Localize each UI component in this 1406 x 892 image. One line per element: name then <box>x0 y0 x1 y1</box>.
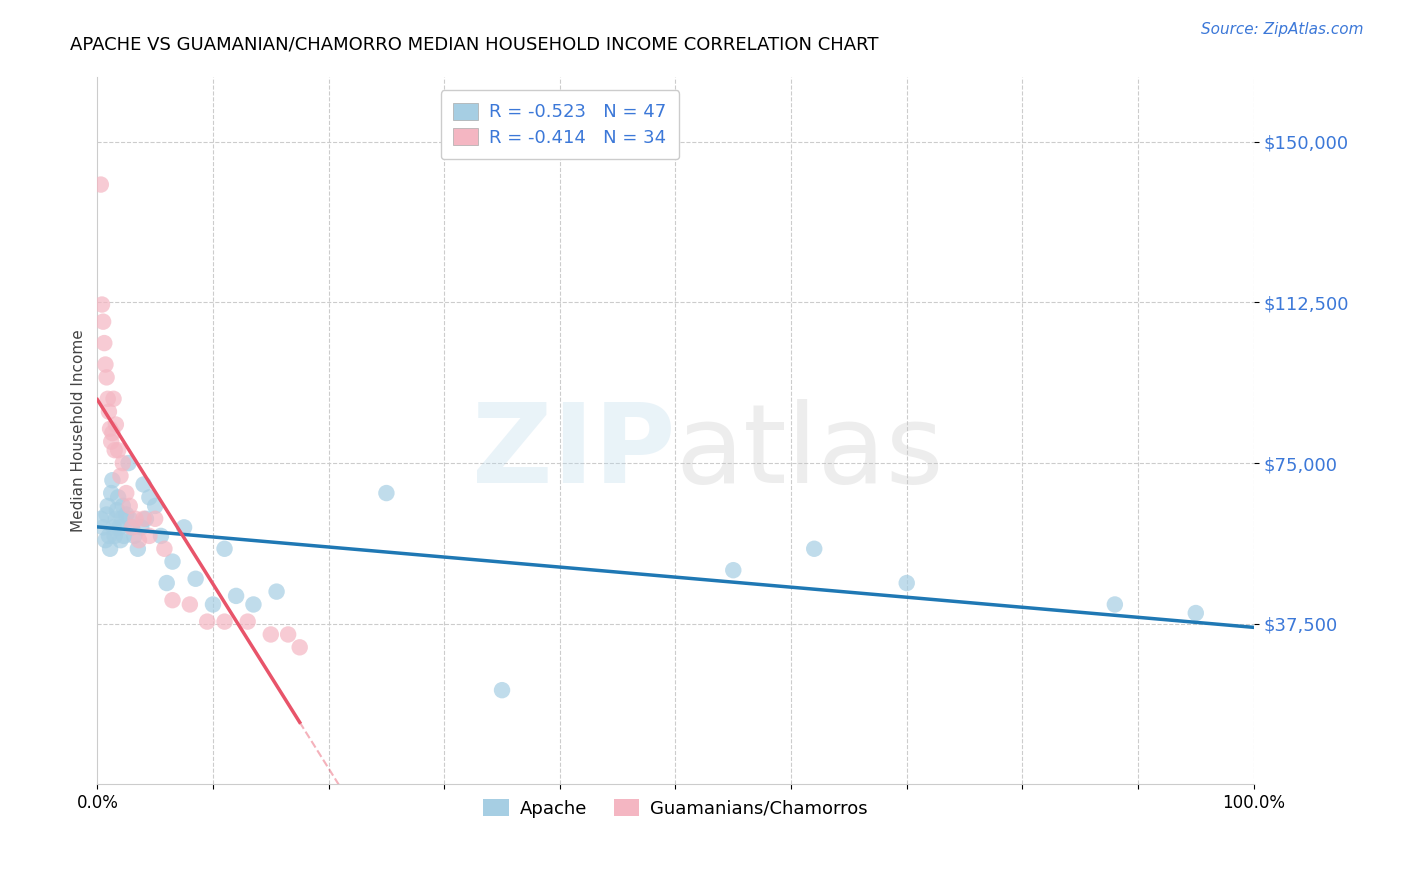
Point <box>260 627 283 641</box>
Point <box>112 529 135 543</box>
Point <box>103 392 125 406</box>
Point <box>132 477 155 491</box>
Point <box>162 555 184 569</box>
Text: atlas: atlas <box>675 399 943 506</box>
Point <box>121 520 143 534</box>
Point <box>104 529 127 543</box>
Point <box>173 520 195 534</box>
Point <box>127 541 149 556</box>
Point <box>111 512 134 526</box>
Point <box>91 315 114 329</box>
Legend: Apache, Guamanians/Chamorros: Apache, Guamanians/Chamorros <box>477 791 875 825</box>
Point <box>1184 606 1206 620</box>
Point <box>803 541 825 556</box>
Point <box>225 589 247 603</box>
Point <box>723 563 745 577</box>
Point <box>184 572 207 586</box>
Point <box>236 615 259 629</box>
Y-axis label: Median Household Income: Median Household Income <box>72 329 86 533</box>
Point <box>97 404 120 418</box>
Point <box>156 576 179 591</box>
Point <box>94 358 117 372</box>
Point <box>103 520 125 534</box>
Text: ZIP: ZIP <box>472 399 675 506</box>
Point <box>91 520 114 534</box>
Point <box>98 422 121 436</box>
Point <box>96 508 118 522</box>
Point <box>375 486 398 500</box>
Point <box>104 443 127 458</box>
Point <box>115 486 138 500</box>
Point <box>138 529 160 543</box>
Point <box>107 443 129 458</box>
Point <box>93 336 115 351</box>
Point <box>121 520 143 534</box>
Point <box>242 598 264 612</box>
Point <box>98 541 121 556</box>
Point <box>132 512 155 526</box>
Point <box>129 520 152 534</box>
Point <box>491 683 513 698</box>
Point <box>100 486 122 500</box>
Point <box>101 426 124 441</box>
Point <box>90 512 112 526</box>
Point <box>118 512 141 526</box>
Point <box>108 520 131 534</box>
Point <box>277 627 299 641</box>
Point <box>124 512 146 526</box>
Point <box>97 499 120 513</box>
Point <box>195 615 218 629</box>
Point <box>104 512 127 526</box>
Point <box>107 491 129 505</box>
Point <box>110 533 132 548</box>
Point <box>162 593 184 607</box>
Point <box>124 529 146 543</box>
Point <box>117 456 139 470</box>
Point <box>115 508 138 522</box>
Point <box>101 473 124 487</box>
Point <box>90 178 112 192</box>
Point <box>896 576 918 591</box>
Point <box>111 499 134 513</box>
Point <box>201 598 224 612</box>
Point <box>214 541 236 556</box>
Point <box>96 370 118 384</box>
Text: Source: ZipAtlas.com: Source: ZipAtlas.com <box>1201 22 1364 37</box>
Point <box>179 598 201 612</box>
Point <box>149 529 172 543</box>
Point <box>266 584 288 599</box>
Point <box>91 297 114 311</box>
Point <box>153 541 176 556</box>
Point <box>105 503 128 517</box>
Point <box>118 499 141 513</box>
Point <box>138 491 160 505</box>
Point <box>135 512 157 526</box>
Point <box>143 512 166 526</box>
Point <box>97 529 120 543</box>
Point <box>100 434 122 449</box>
Point <box>94 533 117 548</box>
Point <box>104 417 127 432</box>
Point <box>1104 598 1126 612</box>
Point <box>143 499 166 513</box>
Point <box>110 469 132 483</box>
Text: APACHE VS GUAMANIAN/CHAMORRO MEDIAN HOUSEHOLD INCOME CORRELATION CHART: APACHE VS GUAMANIAN/CHAMORRO MEDIAN HOUS… <box>70 36 879 54</box>
Point <box>288 640 311 655</box>
Point <box>214 615 236 629</box>
Point <box>128 533 150 548</box>
Point <box>111 456 134 470</box>
Point <box>97 392 120 406</box>
